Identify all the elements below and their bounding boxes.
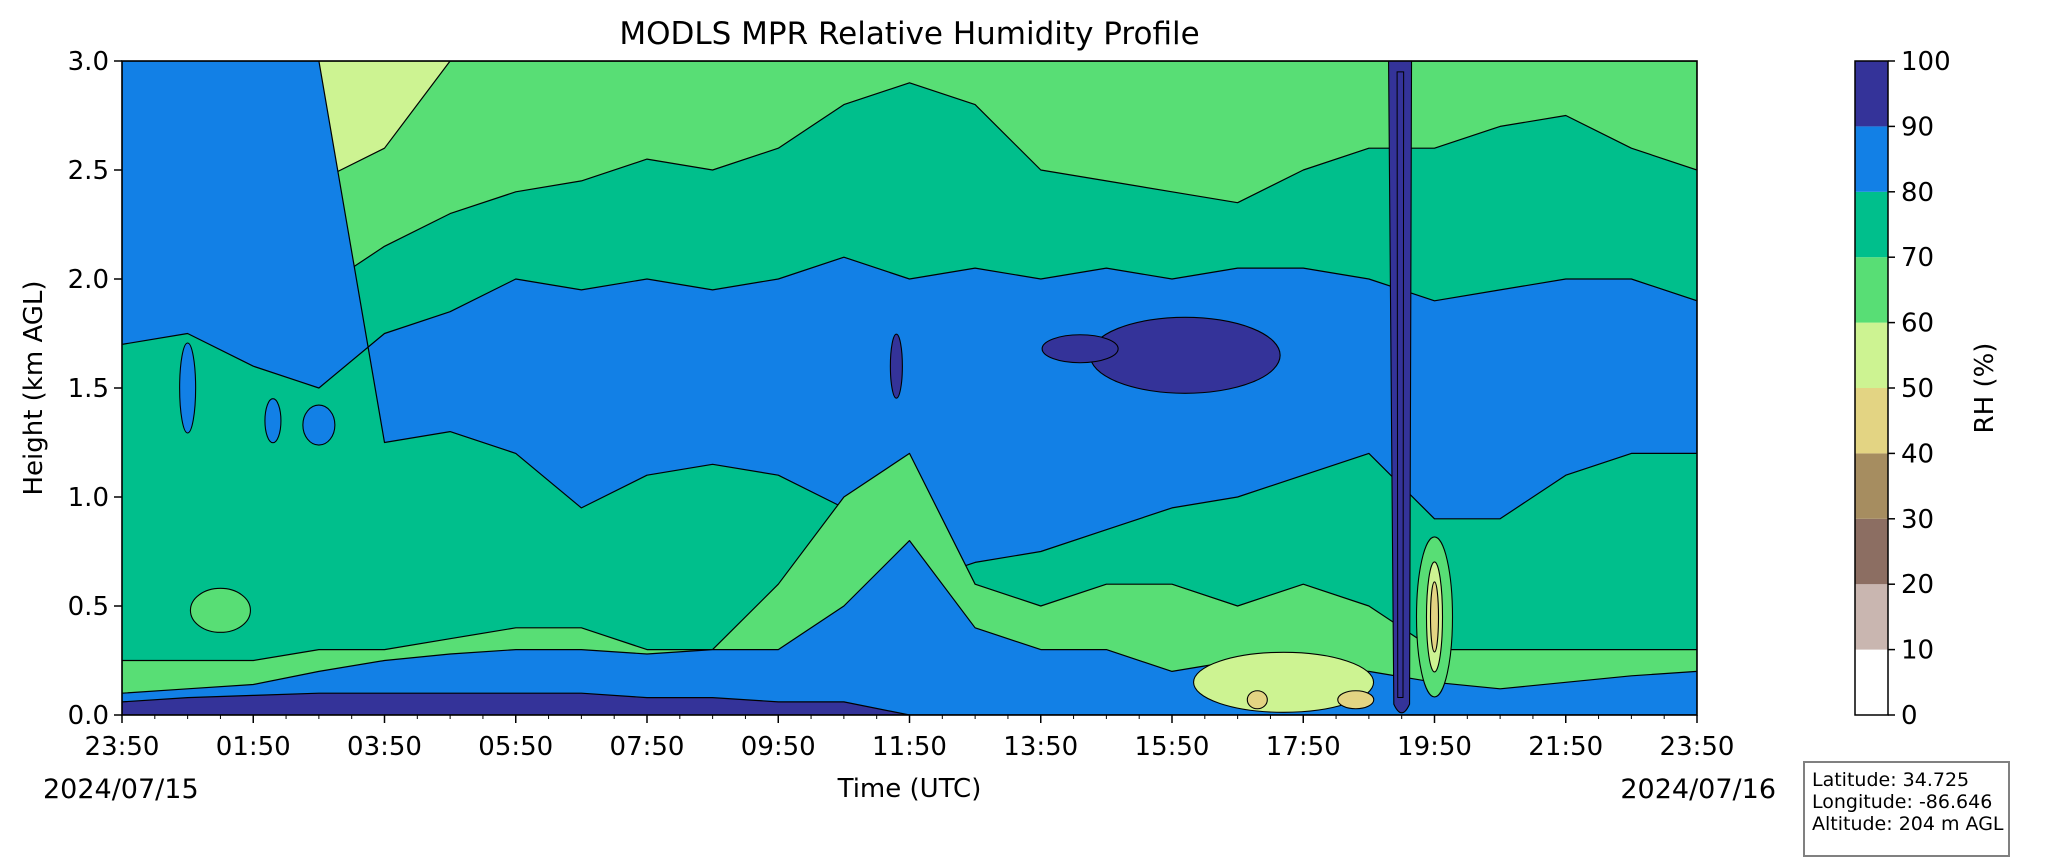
colorbar: 0 10 20 30 40 50 60 70 80 90 100 (1854, 47, 1951, 731)
rh-column-90-100 (1388, 61, 1413, 714)
colorbar-tick-label: 90 (1901, 112, 1934, 142)
colorbar-label: RH (%) (1970, 343, 2000, 434)
x-tick-label: 01:50 (216, 732, 291, 762)
colorbar-tick-label: 0 (1901, 701, 1918, 731)
colorbar-swatch (1855, 584, 1888, 650)
colorbar-swatch (1855, 257, 1888, 323)
station-info-box: Latitude: 34.725 Longitude: -86.646 Alti… (1803, 761, 2010, 857)
x-tick-label: 21:50 (1528, 732, 1603, 762)
colorbar-swatch (1855, 453, 1888, 519)
rh-band-60-70-upper (122, 61, 1697, 291)
rh-pocket-90-100-c (889, 333, 903, 399)
chart-title: MODLS MPR Relative Humidity Profile (619, 16, 1199, 52)
rh-pocket-40-50-column (1429, 581, 1440, 653)
rh-column-inner-contour (1396, 71, 1405, 699)
rh-band-80-90-upper (122, 61, 1697, 585)
rh-pocket-80-90-c (302, 404, 336, 446)
colorbar-swatch (1855, 191, 1888, 258)
x-tick-label: 09:50 (741, 732, 816, 762)
end-date-label: 2024/07/16 (1620, 774, 1776, 805)
plot-area (122, 61, 1697, 715)
y-tick-label: 0.0 (68, 701, 109, 731)
rh-pocket-90-100-b (1041, 334, 1119, 364)
colorbar-tick-label: 10 (1901, 636, 1934, 666)
x-axis: 23:50 01:50 03:50 05:50 07:50 09:50 11:50 13:50… (85, 715, 1735, 762)
colorbar-swatch (1855, 126, 1888, 192)
y-tick-label: 0.5 (68, 592, 109, 622)
rh-contour-bands (122, 61, 1697, 715)
y-axis: 0.0 0.5 1.0 1.5 2.0 2.5 3.0 (68, 47, 122, 731)
y-tick-label: 1.0 (68, 483, 109, 513)
colorbar-swatch (1855, 61, 1888, 127)
y-tick-label: 2.0 (68, 265, 109, 295)
colorbar-tick-label: 70 (1901, 243, 1934, 273)
latitude-text: Latitude: 34.725 (1812, 769, 1970, 791)
x-tick-label: 05:50 (478, 732, 553, 762)
x-tick-label: 13:50 (1003, 732, 1078, 762)
colorbar-tick-label: 50 (1901, 374, 1934, 404)
start-date-label: 2024/07/15 (43, 774, 199, 805)
rh-band-90-100-lower (122, 692, 1697, 715)
rh-pocket-40-50-low (1337, 690, 1375, 710)
x-tick-label: 23:50 (1660, 732, 1735, 762)
y-tick-label: 3.0 (68, 47, 109, 77)
colorbar-swatch (1855, 518, 1888, 585)
colorbar-tick-label: 60 (1901, 309, 1934, 339)
rh-pocket-50-60-low (1193, 651, 1375, 713)
x-tick-label: 17:50 (1266, 732, 1341, 762)
colorbar-tick-label: 100 (1901, 47, 1951, 77)
y-axis-label: Height (km AGL) (19, 280, 49, 495)
x-tick-label: 03:50 (347, 732, 422, 762)
x-tick-label: 19:50 (1397, 732, 1472, 762)
colorbar-swatch (1855, 649, 1888, 715)
colorbar-tick-label: 30 (1901, 505, 1934, 535)
altitude-text: Altitude: 204 m AGL (1812, 813, 2004, 835)
y-tick-label: 2.5 (68, 156, 109, 186)
rh-pocket-40-50-low-b (1246, 690, 1268, 710)
colorbar-tick-label: 80 (1901, 178, 1934, 208)
rh-pocket-60-70-c (189, 587, 251, 633)
x-tick-label: 11:50 (872, 732, 947, 762)
x-tick-label: 07:50 (610, 732, 685, 762)
rh-pocket-90-100-a (1089, 316, 1281, 394)
colorbar-swatch (1855, 322, 1888, 388)
colorbar-swatch (1855, 388, 1888, 454)
longitude-text: Longitude: -86.646 (1812, 791, 1993, 813)
y-tick-label: 1.5 (68, 374, 109, 404)
rh-pocket-80-90-b (264, 398, 282, 444)
x-axis-label: Time (UTC) (837, 774, 982, 804)
rh-pocket-80-90-a (179, 342, 197, 434)
x-tick-label: 23:50 (85, 732, 160, 762)
colorbar-tick-label: 40 (1901, 439, 1934, 469)
colorbar-tick-label: 20 (1901, 570, 1934, 600)
x-tick-label: 15:50 (1135, 732, 1210, 762)
